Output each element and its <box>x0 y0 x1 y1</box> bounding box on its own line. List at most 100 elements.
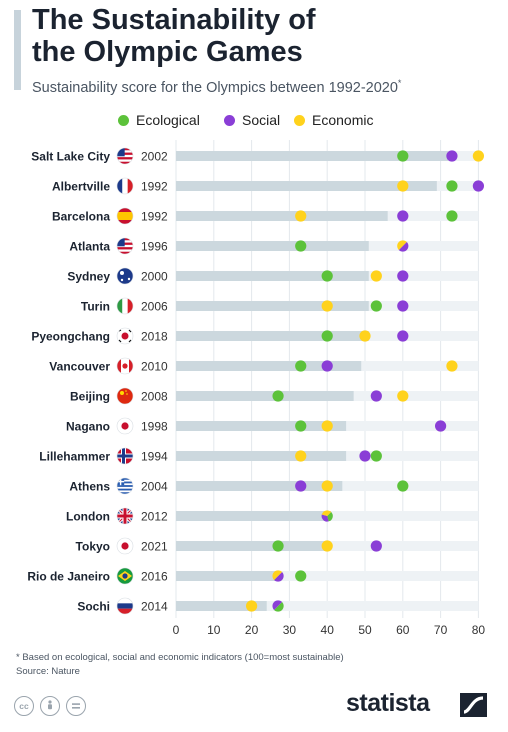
dot-economic-pyeongchang <box>359 330 371 342</box>
dot-ecological-atlanta <box>295 240 307 252</box>
title-accent-bar <box>14 10 21 90</box>
x-tick-label-60: 60 <box>396 623 410 637</box>
bar-rio-de-janeiro <box>176 571 279 581</box>
legend-dot-economic <box>294 114 305 126</box>
dot-economic-nagano <box>321 420 333 432</box>
bar-turin <box>176 301 369 311</box>
chart-legend: Ecological Social Economic <box>0 112 508 132</box>
x-tick-label-10: 10 <box>207 623 221 637</box>
year-label-barcelona: 1992 <box>141 210 168 224</box>
flag-jp-icon <box>116 417 134 435</box>
bar-barcelona <box>176 211 388 221</box>
track-rio-de-janeiro <box>176 571 479 581</box>
dot-ecological-rio-de-janeiro <box>295 570 307 582</box>
city-label-barcelona: Barcelona <box>52 210 110 224</box>
x-tick-label-30: 30 <box>283 623 297 637</box>
attribution-icon[interactable] <box>40 696 60 716</box>
dot-ecological-social-sochi <box>272 600 284 612</box>
bar-vancouver <box>176 361 362 371</box>
title-line-2: the Olympic Games <box>32 36 303 68</box>
legend-label-economic: Economic <box>312 112 374 128</box>
footnote: * Based on ecological, social and econom… <box>16 651 344 679</box>
city-label-london: London <box>66 510 110 524</box>
x-tick-label-70: 70 <box>434 623 448 637</box>
dot-social-beijing <box>370 390 382 402</box>
dot-economic-beijing <box>397 390 409 402</box>
dot-social-sydney <box>397 270 409 282</box>
dot-social-athens <box>295 480 307 492</box>
city-label-albertville: Albertville <box>52 180 110 194</box>
x-tick-label-50: 50 <box>358 623 372 637</box>
flag-no-icon <box>116 447 134 465</box>
year-label-lillehammer: 1994 <box>141 450 168 464</box>
flag-gr-icon <box>116 477 134 495</box>
no-derivatives-icon[interactable] <box>66 696 86 716</box>
dot-social-nagano <box>435 420 447 432</box>
cc-icon[interactable]: cc <box>14 696 34 716</box>
bar-lillehammer <box>176 451 347 461</box>
bar-athens <box>176 481 343 491</box>
year-label-beijing: 2008 <box>141 390 168 404</box>
dot-ecological-turin <box>370 300 382 312</box>
statista-logo[interactable]: statista <box>346 689 430 717</box>
city-label-pyeongchang: Pyeongchang <box>31 330 110 344</box>
x-tick-label-80: 80 <box>472 623 486 637</box>
subtitle-text: Sustainability score for the Olympics be… <box>32 79 398 96</box>
statista-logo-icon <box>460 693 487 717</box>
year-label-london: 2012 <box>141 510 168 524</box>
dot-economic-sochi <box>246 600 258 612</box>
dot-social-albertville <box>472 180 484 192</box>
city-label-sydney: Sydney <box>67 270 110 284</box>
dot-social-salt-lake-city <box>446 150 458 162</box>
dot-economic-lillehammer <box>295 450 307 462</box>
bar-sydney <box>176 271 369 281</box>
dot-ecological-albertville <box>446 180 458 192</box>
bar-london <box>176 511 331 521</box>
source-text: Source: Nature <box>16 666 80 677</box>
bar-albertville <box>176 181 437 191</box>
legend-item-economic: Economic <box>294 112 373 128</box>
x-tick-label-40: 40 <box>321 623 335 637</box>
bar-tokyo <box>176 541 328 551</box>
flag-us-icon <box>116 147 134 165</box>
dot-economic-turin <box>321 300 333 312</box>
flag-cn-icon <box>116 387 134 405</box>
bar-pyeongchang <box>176 331 369 341</box>
flag-es-icon <box>116 207 134 225</box>
city-label-lillehammer: Lillehammer <box>39 450 110 464</box>
city-label-tokyo: Tokyo <box>76 540 110 554</box>
year-label-salt-lake-city: 2002 <box>141 150 168 164</box>
bar-beijing <box>176 391 354 401</box>
dot-social-barcelona <box>397 210 409 222</box>
flag-ru-icon <box>116 597 134 615</box>
year-label-atlanta: 1996 <box>141 240 168 254</box>
dot-ecological-tokyo <box>272 540 284 552</box>
legend-item-ecological: Ecological <box>118 112 200 128</box>
city-label-nagano: Nagano <box>66 420 110 434</box>
page-title: The Sustainability of the Olympic Games <box>32 4 316 68</box>
dot-social-vancouver <box>321 360 333 372</box>
flag-fr-icon <box>116 177 134 195</box>
city-label-salt-lake-city: Salt Lake City <box>31 150 110 164</box>
chart-subtitle: Sustainability score for the Olympics be… <box>32 78 401 96</box>
flag-br-icon <box>116 567 134 585</box>
dot-social-lillehammer <box>359 450 371 462</box>
dot-social-pyeongchang <box>397 330 409 342</box>
flag-jp-icon <box>116 537 134 555</box>
year-label-albertville: 1992 <box>141 180 168 194</box>
year-label-sochi: 2014 <box>141 600 168 614</box>
flag-us-icon <box>116 237 134 255</box>
bar-salt-lake-city <box>176 151 449 161</box>
dot-ecological-athens <box>397 480 409 492</box>
dot-social-economic-atlanta <box>397 240 409 252</box>
dot-ecological-salt-lake-city <box>397 150 409 162</box>
dot-ecological-nagano <box>295 420 307 432</box>
flag-gb-icon <box>116 507 134 525</box>
dot-social-turin <box>397 300 409 312</box>
year-label-turin: 2006 <box>141 300 168 314</box>
year-label-nagano: 1998 <box>141 420 168 434</box>
bar-sochi <box>176 601 267 611</box>
flag-it-icon <box>116 297 134 315</box>
city-label-rio-de-janeiro: Rio de Janeiro <box>27 570 110 584</box>
dot-social-economic-rio-de-janeiro <box>272 570 284 582</box>
